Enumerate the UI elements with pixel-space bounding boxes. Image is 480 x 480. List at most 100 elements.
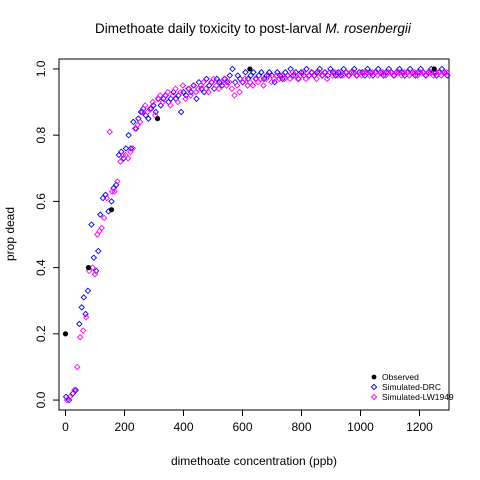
drc-point (72, 386, 80, 394)
y-axis: 0.0 0.2 0.4 0.6 0.8 1.0 (34, 60, 59, 408)
lw1949-point (289, 69, 296, 76)
drc-point (380, 72, 387, 79)
lw1949-point (315, 69, 323, 76)
lw1949-point (156, 92, 164, 99)
lw1949-point (398, 72, 405, 79)
drc-point (82, 310, 89, 318)
lw1949-point (395, 69, 403, 76)
lw1949-point (205, 88, 212, 96)
lw1949-point (144, 108, 151, 116)
lw1949-point (103, 194, 111, 202)
lw1949-point (82, 314, 90, 321)
lw1949-point (77, 333, 84, 341)
lw1949-point (79, 327, 87, 334)
y-axis-label: prop dead (3, 207, 17, 261)
observed-point (431, 66, 437, 72)
lw1949-point (345, 72, 352, 79)
lw1949-point (302, 75, 310, 83)
lw1949-point (182, 95, 189, 102)
lw1949-point (74, 363, 81, 371)
lw1949-point (416, 69, 424, 76)
lw1949-point (184, 85, 192, 93)
lw1949-point (179, 82, 187, 89)
drc-point (263, 72, 270, 79)
lw1949-point (292, 72, 299, 79)
x-axis-label: dimethoate concentration (ppb) (171, 454, 337, 468)
x-tick-label: 200 (114, 420, 134, 434)
drc-point (88, 221, 95, 228)
drc-point (150, 102, 157, 109)
lw1949-point (195, 85, 202, 93)
lw1949-point (435, 69, 442, 76)
x-tick-label: 1200 (406, 420, 433, 434)
lw1949-point (310, 72, 318, 79)
lw1949-point (440, 69, 448, 76)
drc-point (289, 72, 297, 79)
lw1949-point (419, 69, 426, 76)
lw1949-point (210, 75, 217, 83)
drc-point (258, 69, 265, 76)
drc-point (229, 65, 236, 73)
drc-point (351, 65, 358, 73)
lw1949-point (379, 69, 387, 76)
lw1949-point (225, 78, 233, 86)
drc-point (216, 78, 223, 86)
legend-marker (370, 393, 378, 401)
legend-marker (370, 383, 378, 391)
drc-point (80, 294, 88, 301)
lw1949-point (252, 75, 259, 83)
lw1949-point (326, 69, 334, 76)
lw1949-point (387, 69, 395, 76)
drc-point (97, 211, 104, 218)
lw1949-point (167, 102, 174, 109)
chart-title: Dimethoate daily toxicity to post-larval… (95, 21, 412, 36)
lw1949-point (337, 69, 344, 76)
lw1949-point (238, 78, 246, 86)
lw1949-point (411, 69, 419, 76)
lw1949-point (276, 75, 283, 83)
lw1949-point (111, 188, 118, 195)
lw1949-point (350, 69, 357, 76)
lw1949-point (161, 92, 169, 99)
legend-label: Simulated-DRC (382, 382, 441, 392)
x-tick-label: 1000 (347, 420, 374, 434)
data-points (62, 65, 451, 404)
drc-point (187, 88, 195, 96)
lw1949-point (260, 82, 267, 89)
lw1949-point (233, 82, 241, 89)
drc-point (327, 65, 334, 73)
observed-point (108, 207, 115, 213)
drc-point (127, 145, 135, 152)
drc-point (203, 75, 210, 83)
lw1949-point (218, 78, 225, 86)
lw1949-point (114, 178, 121, 185)
legend-marker (371, 374, 377, 380)
lw1949-point (129, 145, 136, 152)
drc-point (65, 396, 73, 404)
drc-point (443, 72, 451, 79)
drc-point (223, 78, 231, 86)
drc-point (90, 254, 98, 261)
lw1949-point (265, 72, 272, 79)
lw1949-point (174, 98, 182, 106)
lw1949-point (358, 72, 365, 79)
drc-point (247, 72, 254, 79)
lw1949-point (108, 188, 116, 195)
lw1949-point (347, 69, 355, 76)
lw1949-point (220, 75, 228, 83)
lw1949-point (136, 118, 144, 126)
lw1949-point (262, 75, 270, 83)
lw1949-point (139, 108, 146, 116)
lw1949-point (300, 69, 307, 76)
lw1949-point (119, 151, 127, 159)
drc-point (102, 191, 109, 199)
lw1949-point (106, 128, 113, 136)
lw1949-point (200, 78, 207, 86)
drc-point (122, 145, 130, 152)
lw1949-point (427, 69, 434, 76)
lw1949-point (377, 69, 384, 76)
lw1949-point (249, 82, 257, 89)
lw1949-point (169, 92, 177, 99)
drc-point (218, 82, 226, 89)
lw1949-point (294, 75, 302, 83)
